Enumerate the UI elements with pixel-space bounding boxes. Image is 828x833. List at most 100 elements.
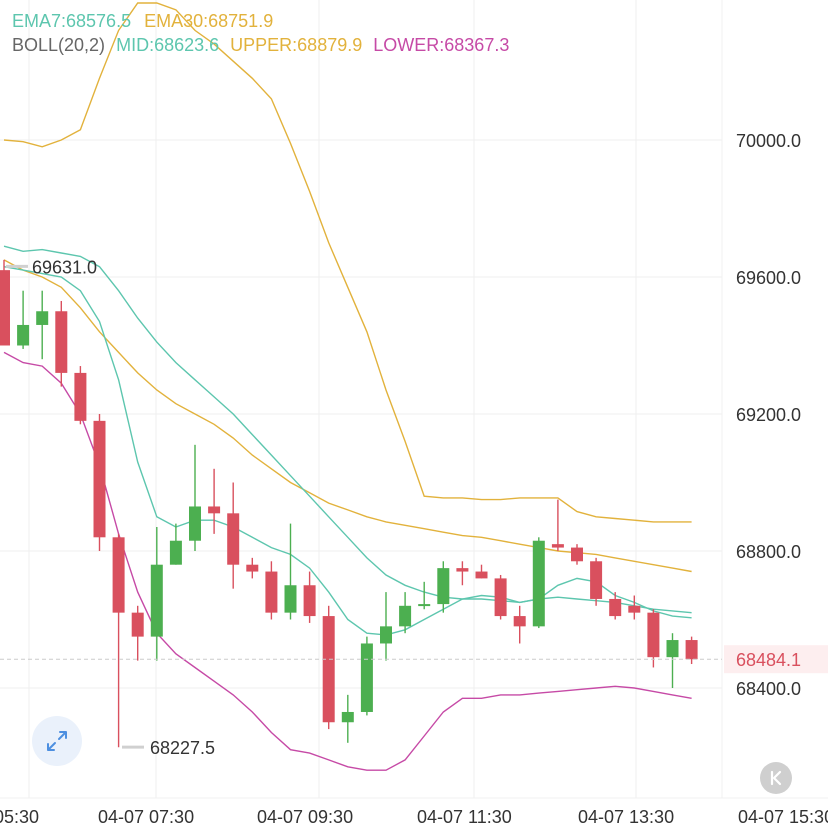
legend-ema30: EMA30:68751.9 [144,11,273,31]
candle [36,290,49,360]
candle [112,533,125,748]
candle [341,694,354,743]
candle-body [55,311,68,373]
candle-body [475,571,488,579]
legend-boll: BOLL(20,2) [12,35,105,55]
candle [55,300,68,387]
y-tick-label: 69200.0 [736,405,801,425]
candle [437,561,450,613]
candle-body [418,604,431,607]
y-tick-label: 68400.0 [736,679,801,699]
candle [322,605,335,730]
candle-body [380,626,392,644]
ema7-line [3,266,692,636]
legend-lower: LOWER:68367.3 [373,35,509,55]
legend-line-1: EMA7:68576.5 EMA30:68751.9 [12,11,273,31]
x-tick-label: 04-07 11:30 [417,807,512,827]
candle-body [74,372,87,421]
candle [513,605,526,644]
candle-body [360,643,373,712]
candle-body [571,547,583,562]
candle [494,574,507,620]
x-tick-label: 05:30 [0,807,39,827]
candle [284,523,297,620]
candle [571,544,583,565]
candle [399,592,412,634]
low-annotation: 68227.5 [150,738,215,758]
ema30-line [3,259,692,573]
candle [380,592,392,661]
candle [150,527,163,661]
y-tick-label: 68800.0 [736,542,801,562]
boll-mid-line [3,245,692,614]
last-price-label: 68484.1 [736,650,801,670]
candle [169,523,182,565]
candle-body [36,311,49,325]
candle [647,609,660,668]
candle [456,561,469,586]
candle-body [93,420,106,538]
candle-body [322,616,335,723]
candle [418,581,431,610]
candle-body [265,571,278,613]
candle-body [246,564,259,572]
x-tick-label: 04-07 15:30 [738,807,828,827]
candle [131,605,144,661]
candles [0,259,698,748]
candle-body [437,568,450,605]
scroll-to-latest-button[interactable] [760,762,792,794]
legend-line-2: BOLL(20,2) MID:68623.6 UPPER:68879.9 LOW… [12,35,509,55]
candle-body [456,568,469,572]
candle-body [150,564,163,637]
candle-body [112,537,125,613]
candle-body [284,585,297,613]
legend-upper: UPPER:68879.9 [230,35,362,55]
candle-body [609,598,622,617]
legend-ema7: EMA7:68576.5 [12,11,131,31]
boll-upper-line [3,2,692,523]
candle [532,537,545,629]
candle-body [208,506,221,514]
candle [93,414,106,551]
candle [189,444,201,551]
candle [475,564,488,579]
candle-body [131,612,144,637]
x-tick-label: 04-07 09:30 [257,807,353,827]
candle [609,592,622,620]
skip-back-icon [770,770,782,786]
candle [246,557,259,579]
x-tick-label: 04-07 07:30 [98,807,194,827]
candle-body [551,544,564,548]
candle [74,366,87,425]
fullscreen-button[interactable] [32,716,82,766]
candle [590,557,603,606]
candle-body [590,561,603,599]
y-tick-label: 69600.0 [736,268,801,288]
candle-body [513,616,526,627]
candle-body [169,540,182,565]
candle [685,636,698,665]
candle-body [189,506,201,541]
candle-body [0,270,10,346]
candle-body [494,578,507,617]
last-price-badge [724,645,828,674]
x-axis: 05:30 04-07 07:30 04-07 09:30 04-07 11:30 04… [0,807,828,827]
expand-arrows-icon [47,731,67,751]
y-axis: 70000.0 69600.0 69200.0 68800.0 68400.0 [736,131,801,699]
candle-body [647,612,660,658]
candle [303,571,316,623]
candle [666,633,679,688]
candle-body [399,605,412,627]
high-annotation: 69631.0 [32,257,97,277]
candle-body [341,711,354,723]
x-tick-label: 04-07 13:30 [578,807,674,827]
candle-body [532,540,545,627]
candle-body [303,585,316,617]
candle [551,499,564,551]
candle [227,482,240,589]
chart-grid [0,0,828,799]
candle [208,468,221,534]
candle [17,290,30,349]
candle [628,595,641,620]
